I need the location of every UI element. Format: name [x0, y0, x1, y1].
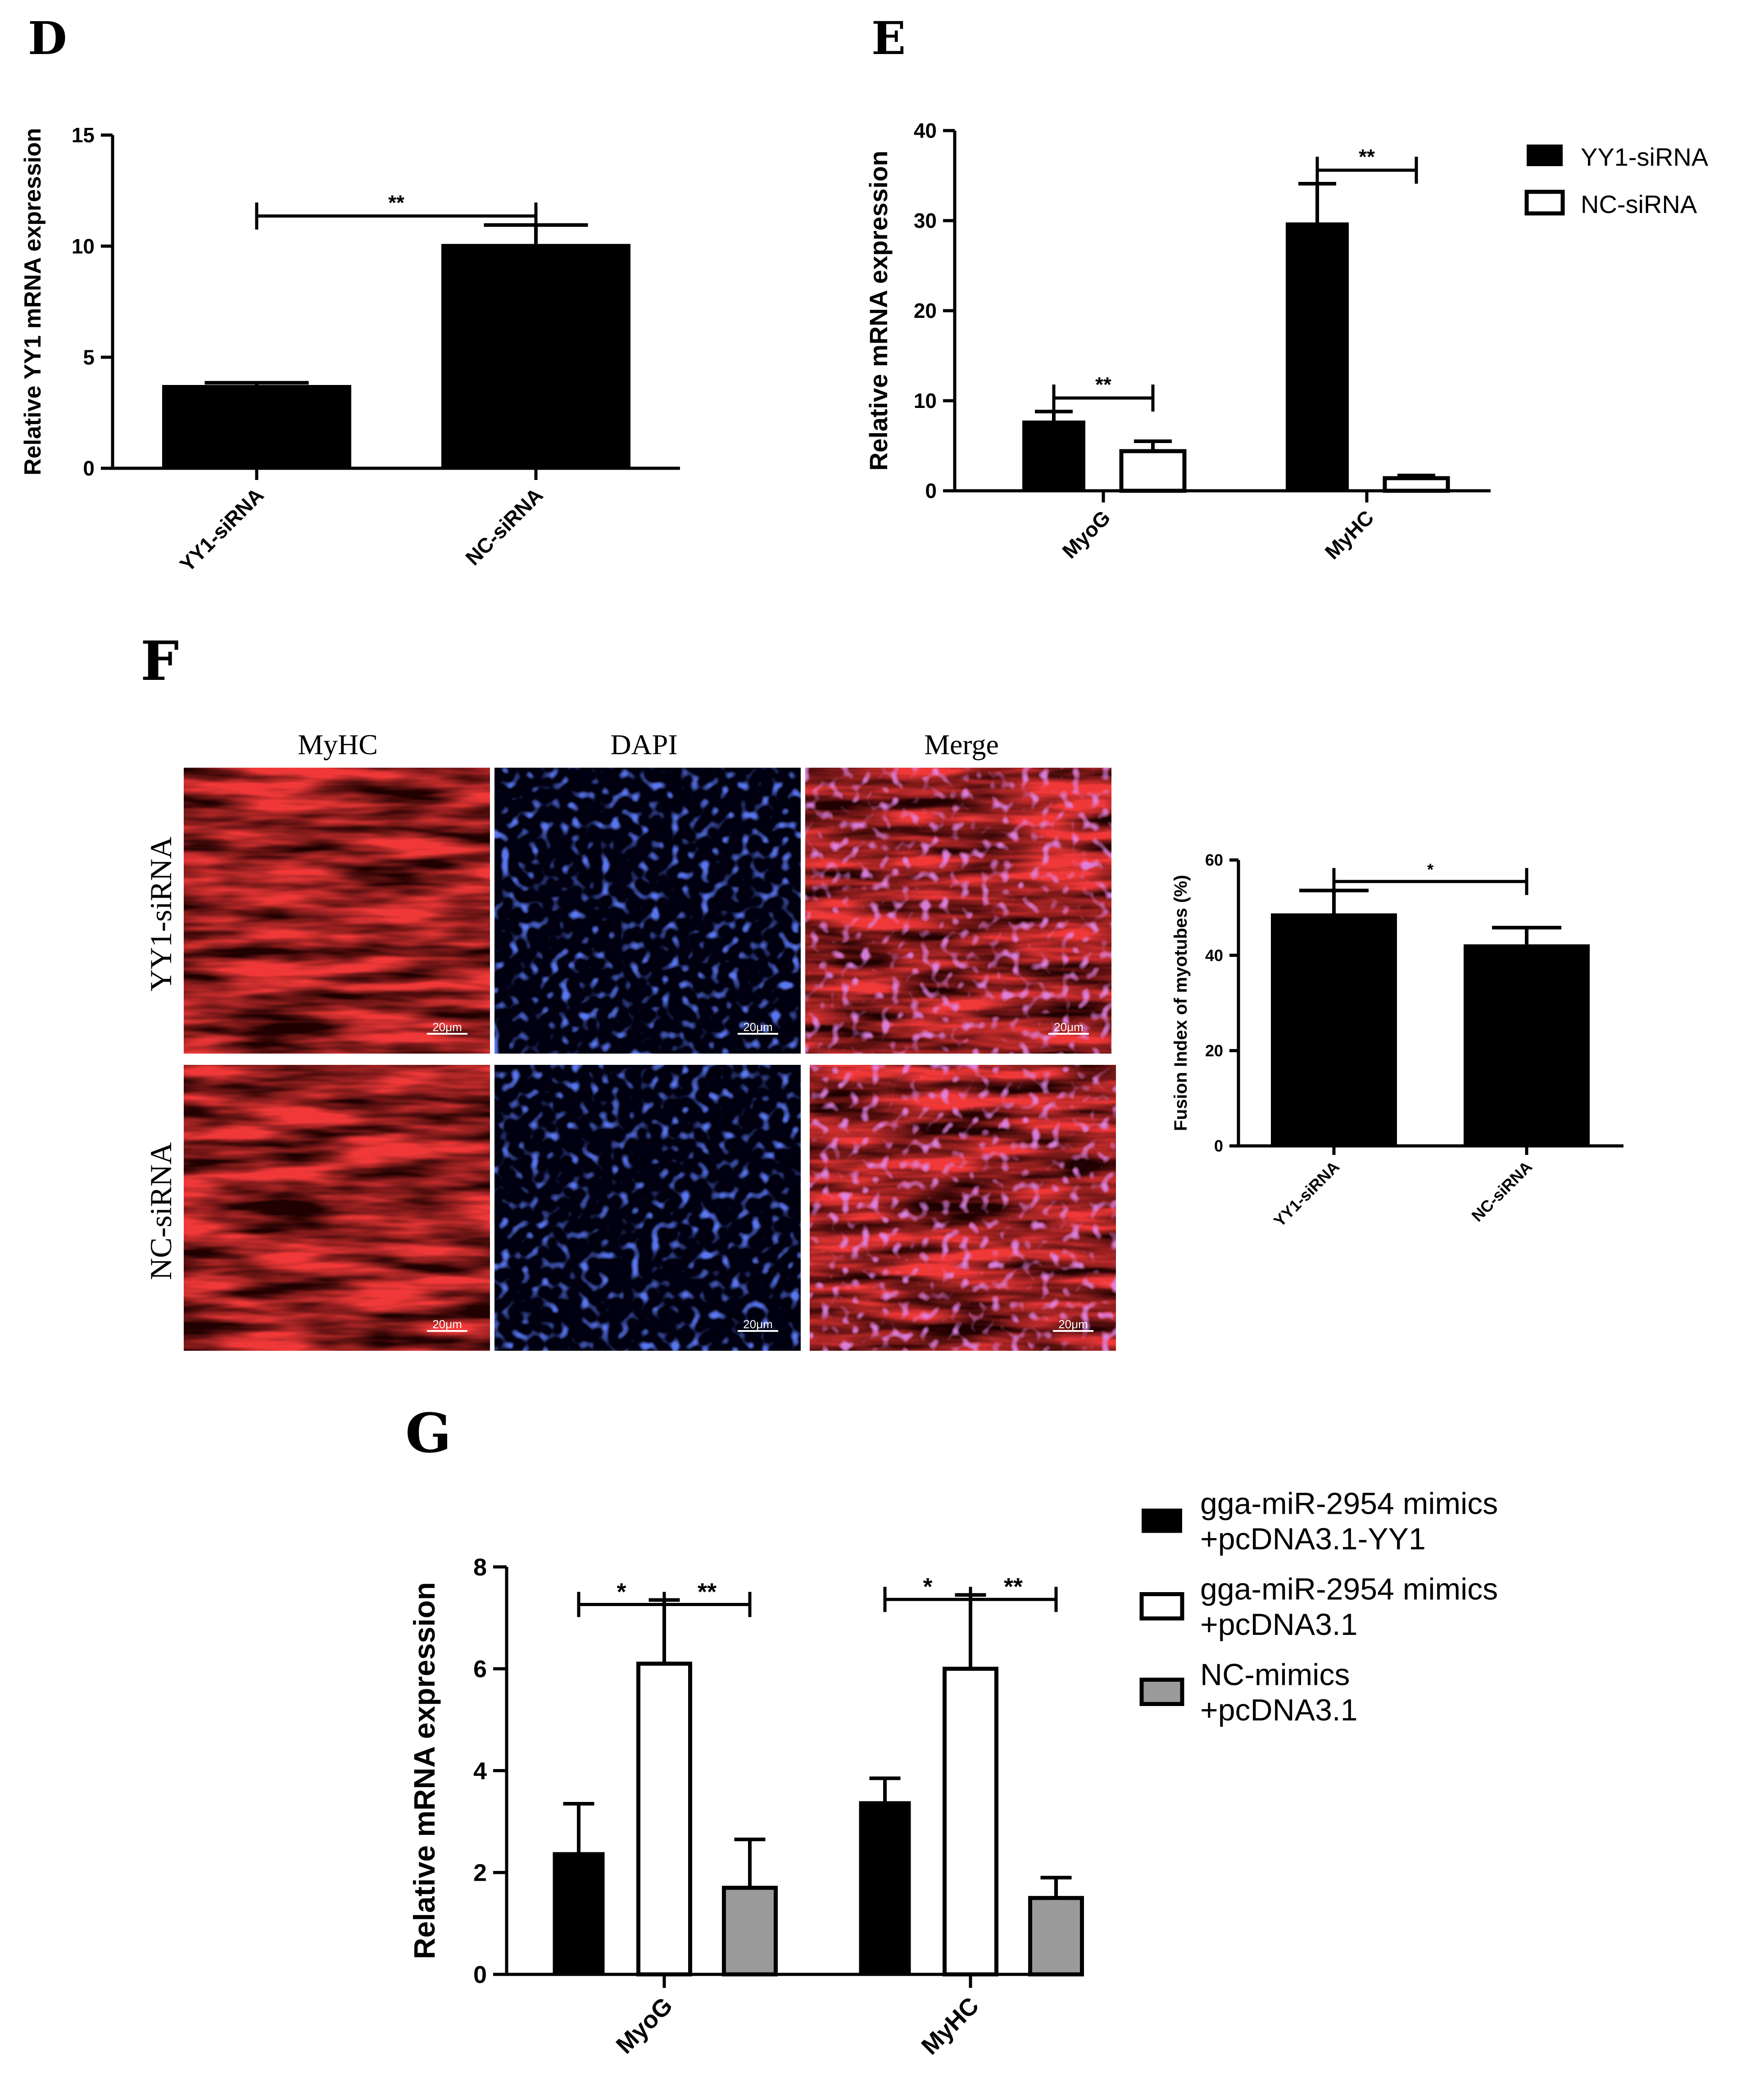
y-tick-label: 20 [914, 299, 937, 322]
legend-swatch-1 [1524, 190, 1565, 216]
x-tick-label-myog: MyoG [1057, 506, 1115, 563]
bar-myog-series-2 [722, 1886, 778, 1977]
y-tick-label: 2 [473, 1860, 487, 1887]
micrograph-dapi-yy1-sirna: 20μm [494, 768, 801, 1054]
x-tick-label-myhc: MyHC [1320, 506, 1379, 564]
significance-label: * [1427, 860, 1433, 879]
y-tick-label: 6 [473, 1656, 487, 1683]
y-tick-label: 60 [1205, 851, 1223, 869]
y-tick-label: 5 [83, 345, 95, 369]
bar-yy1-sirna [162, 385, 351, 468]
chart-d-yy1-expression: 0 5 10 15 Relative YY1 mRNA expression YY1-si… [20, 123, 680, 576]
y-tick-label: 40 [1205, 946, 1223, 964]
row-label-nc-sirna: NC-siRNA [144, 1142, 178, 1280]
bar-nc-sirna [1464, 944, 1590, 1146]
y-tick-label: 20 [1205, 1041, 1223, 1060]
bar-myhc-series-0 [1286, 222, 1349, 491]
significance-label: * [617, 1579, 626, 1606]
micrograph-merge-yy1-sirna: 20μm [805, 768, 1111, 1054]
y-axis-label: Relative YY1 mRNA expression [20, 128, 46, 475]
significance-label: ** [698, 1579, 716, 1606]
legend-label-0: YY1-siRNA [1581, 143, 1709, 171]
x-tick-label-yy1-sirna: YY1-siRNA [175, 483, 268, 576]
y-axis-label: Fusion Index of myotubes (%) [1171, 875, 1191, 1131]
micrograph-merge-nc-sirna: 20μm [810, 1065, 1116, 1351]
bar-myog-series-0 [1022, 421, 1085, 491]
immunofluorescence-grid: MyHC DAPI Merge YY1-siRNA NC-siRNA 20μm 2… [144, 729, 1116, 1351]
significance-label: ** [388, 191, 404, 214]
y-tick-label: 10 [72, 235, 95, 258]
x-tick-label-yy1-sirna: YY1-siRNA [1270, 1157, 1343, 1230]
dapi-nuclei-texture [494, 768, 801, 1054]
y-tick-label: 4 [473, 1757, 487, 1784]
legend-label-1: gga-miR-2954 mimics +pcDNA3.1 [1200, 1572, 1498, 1642]
chart-e-myogenic-markers: 0 10 20 30 40 Relative mRNA expression MyoG MyH… [864, 119, 1709, 564]
legend-swatch-1 [1139, 1592, 1184, 1620]
x-tick-label-myhc: MyHC [916, 1992, 984, 2060]
column-header-dapi: DAPI [610, 729, 677, 760]
legend-swatch-2 [1139, 1678, 1184, 1706]
chart-f-fusion-index: 0 20 40 60 Fusion Index of myotubes (%) YY1-s… [1171, 851, 1623, 1230]
legend-swatch-0 [1527, 145, 1563, 166]
x-tick-label-nc-sirna: NC-siRNA [1468, 1157, 1536, 1225]
row-label-yy1-sirna: YY1-siRNA [144, 837, 178, 991]
bar-yy1-sirna [1271, 913, 1397, 1146]
scale-bar-label: 20μm [743, 1020, 773, 1034]
bar-myhc-series-2 [1028, 1896, 1084, 1977]
y-tick-label: 30 [914, 209, 937, 232]
scale-bar-label: 20μm [1054, 1020, 1084, 1034]
scale-bar-label: 20μm [743, 1317, 773, 1331]
legend-swatch-0 [1142, 1508, 1182, 1533]
myhc-fiber-texture [184, 1065, 490, 1351]
y-tick-label: 8 [473, 1554, 487, 1581]
myhc-fiber-texture [184, 768, 490, 1054]
scale-bar-label: 20μm [432, 1317, 462, 1331]
x-tick-label-nc-sirna: NC-siRNA [461, 483, 547, 570]
panel-letter-f: F [141, 629, 179, 693]
scale-bar-label: 20μm [1058, 1317, 1088, 1331]
panel-letter-d: D [28, 12, 67, 65]
bar-myhc-series-0 [859, 1801, 911, 1974]
micrograph-myhc-nc-sirna: 20μm [184, 1065, 490, 1351]
column-header-merge: Merge [924, 729, 999, 760]
significance-label: ** [1095, 373, 1111, 396]
y-axis-label: Relative mRNA expression [408, 1582, 441, 1960]
y-axis-label: Relative mRNA expression [864, 151, 893, 471]
y-tick-label: 0 [925, 479, 937, 502]
legend-label-1: NC-siRNA [1581, 190, 1697, 218]
significance-label: ** [1359, 145, 1375, 168]
y-tick-label: 40 [914, 119, 937, 142]
y-tick-label: 0 [83, 457, 95, 480]
y-tick-label: 10 [914, 389, 937, 412]
panel-letter-e: E [871, 12, 906, 65]
dapi-nuclei-texture [494, 1065, 801, 1351]
column-header-myhc: MyHC [298, 729, 378, 760]
micrograph-dapi-nc-sirna: 20μm [494, 1065, 801, 1351]
micrograph-myhc-yy1-sirna: 20μm [184, 768, 490, 1054]
y-tick-label: 15 [72, 123, 95, 147]
scale-bar-label: 20μm [432, 1020, 462, 1034]
y-tick-label: 0 [1214, 1137, 1223, 1155]
legend-label-2: NC-mimics +pcDNA3.1 [1200, 1658, 1358, 1727]
legend: YY1-siRNA NC-siRNA [1524, 143, 1709, 218]
bar-myhc-series-1 [943, 1666, 998, 1977]
bar-nc-sirna [441, 244, 630, 468]
legend-label-0: gga-miR-2954 mimics +pcDNA3.1-YY1 [1200, 1487, 1498, 1556]
panel-letter-g: G [405, 1402, 451, 1465]
merge-nuclei-texture [810, 1065, 1116, 1351]
bar-myog-series-0 [553, 1852, 605, 1974]
significance-label: * [923, 1573, 932, 1600]
significance-label: ** [1004, 1573, 1023, 1600]
merge-nuclei-texture [805, 768, 1111, 1054]
bar-myhc-series-1 [1383, 476, 1450, 493]
y-tick-label: 0 [473, 1961, 487, 1988]
bar-myog-series-1 [636, 1661, 692, 1977]
bar-myog-series-1 [1119, 449, 1187, 493]
legend: gga-miR-2954 mimics +pcDNA3.1-YY1 gga-miR-… [1139, 1487, 1498, 1727]
x-tick-label-myog: MyoG [611, 1992, 678, 2059]
